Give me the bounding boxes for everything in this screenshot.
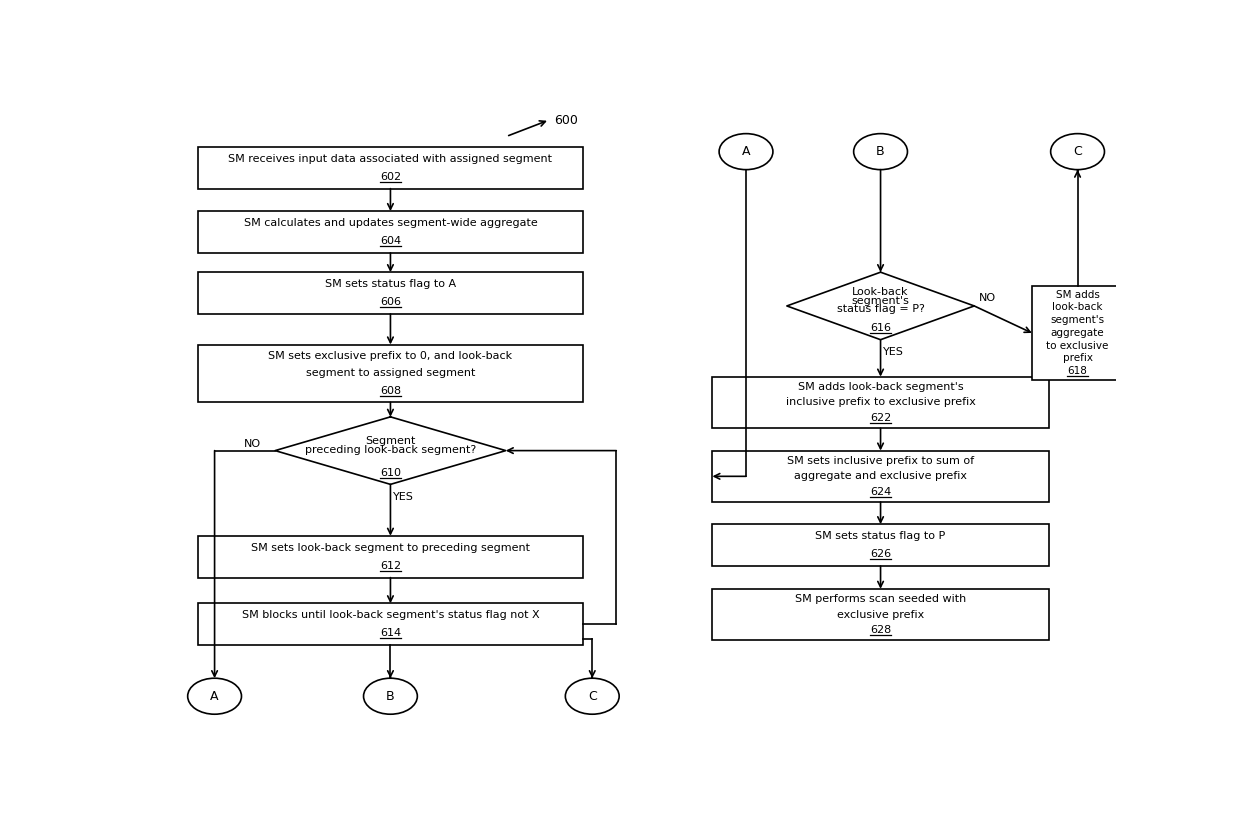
Text: NO: NO — [980, 293, 996, 303]
Text: Look-back: Look-back — [852, 287, 909, 297]
Text: SM receives input data associated with assigned segment: SM receives input data associated with a… — [228, 154, 553, 164]
Text: Segment: Segment — [366, 436, 415, 446]
FancyBboxPatch shape — [198, 211, 583, 253]
Text: A: A — [742, 145, 750, 158]
Text: status flag = P?: status flag = P? — [837, 304, 925, 314]
Text: to exclusive: to exclusive — [1047, 341, 1109, 351]
Text: 608: 608 — [379, 386, 401, 396]
Text: 612: 612 — [379, 561, 401, 571]
Text: C: C — [588, 690, 596, 703]
Text: SM sets inclusive prefix to sum of: SM sets inclusive prefix to sum of — [787, 456, 975, 466]
Text: segment's: segment's — [1050, 315, 1105, 325]
Text: exclusive prefix: exclusive prefix — [837, 610, 924, 620]
Text: YES: YES — [393, 492, 413, 502]
Text: 600: 600 — [554, 114, 578, 127]
FancyBboxPatch shape — [1032, 286, 1123, 380]
Text: 624: 624 — [870, 487, 892, 497]
Text: SM sets exclusive prefix to 0, and look-back: SM sets exclusive prefix to 0, and look-… — [268, 351, 512, 361]
Text: SM adds: SM adds — [1055, 290, 1100, 300]
Text: 616: 616 — [870, 323, 892, 333]
Polygon shape — [787, 272, 975, 340]
Text: A: A — [211, 690, 218, 703]
Text: 622: 622 — [870, 413, 892, 423]
FancyBboxPatch shape — [198, 536, 583, 578]
Text: SM calculates and updates segment-wide aggregate: SM calculates and updates segment-wide a… — [243, 218, 537, 228]
Text: YES: YES — [883, 347, 904, 357]
Text: SM sets look-back segment to preceding segment: SM sets look-back segment to preceding s… — [250, 543, 529, 553]
Text: preceding look-back segment?: preceding look-back segment? — [305, 445, 476, 454]
Text: 628: 628 — [870, 625, 892, 635]
Text: NO: NO — [243, 439, 260, 449]
FancyBboxPatch shape — [198, 272, 583, 314]
Polygon shape — [275, 417, 506, 484]
Text: look-back: look-back — [1053, 302, 1102, 312]
Text: 606: 606 — [379, 297, 401, 307]
Text: 626: 626 — [870, 549, 892, 559]
Text: SM performs scan seeded with: SM performs scan seeded with — [795, 594, 966, 604]
Text: 614: 614 — [379, 628, 401, 638]
Text: SM blocks until look-back segment's status flag not X: SM blocks until look-back segment's stat… — [242, 610, 539, 620]
FancyBboxPatch shape — [198, 604, 583, 645]
FancyBboxPatch shape — [713, 589, 1049, 640]
Text: segment's: segment's — [852, 296, 909, 306]
Text: prefix: prefix — [1063, 353, 1092, 363]
FancyBboxPatch shape — [713, 377, 1049, 428]
Text: SM sets status flag to P: SM sets status flag to P — [816, 531, 946, 541]
FancyBboxPatch shape — [713, 524, 1049, 566]
Text: segment to assigned segment: segment to assigned segment — [306, 368, 475, 378]
Text: SM adds look-back segment's: SM adds look-back segment's — [797, 382, 963, 392]
Text: 618: 618 — [1068, 367, 1087, 377]
FancyBboxPatch shape — [198, 147, 583, 189]
Text: aggregate and exclusive prefix: aggregate and exclusive prefix — [794, 471, 967, 481]
Text: inclusive prefix to exclusive prefix: inclusive prefix to exclusive prefix — [786, 397, 976, 407]
Text: 602: 602 — [379, 172, 401, 182]
Text: B: B — [386, 690, 394, 703]
Text: C: C — [1073, 145, 1083, 158]
Text: 604: 604 — [379, 236, 401, 246]
FancyBboxPatch shape — [198, 345, 583, 402]
FancyBboxPatch shape — [713, 451, 1049, 502]
Text: 610: 610 — [379, 468, 401, 478]
Text: SM sets status flag to A: SM sets status flag to A — [325, 279, 456, 289]
Text: B: B — [877, 145, 885, 158]
Text: aggregate: aggregate — [1050, 328, 1105, 338]
